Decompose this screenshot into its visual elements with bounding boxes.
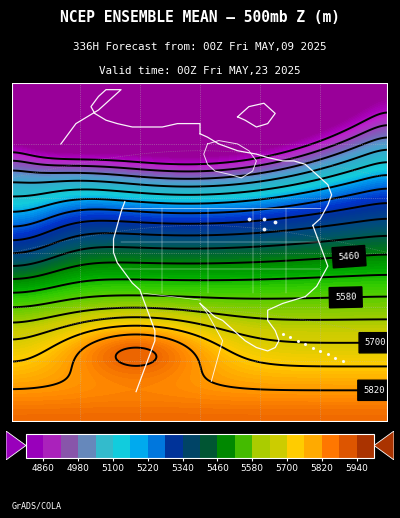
Text: Valid time: 00Z Fri MAY,23 2025: Valid time: 00Z Fri MAY,23 2025	[99, 66, 301, 76]
Polygon shape	[374, 431, 394, 460]
Polygon shape	[6, 431, 26, 460]
Text: NCEP ENSEMBLE MEAN – 500mb Z (m): NCEP ENSEMBLE MEAN – 500mb Z (m)	[60, 10, 340, 25]
Text: 5460: 5460	[338, 251, 360, 262]
Text: 5580: 5580	[335, 293, 356, 302]
Text: 5700: 5700	[365, 338, 386, 347]
Text: 336H Forecast from: 00Z Fri MAY,09 2025: 336H Forecast from: 00Z Fri MAY,09 2025	[73, 41, 327, 52]
Text: GrADS/COLA: GrADS/COLA	[12, 501, 62, 510]
Text: 5820: 5820	[364, 386, 385, 395]
